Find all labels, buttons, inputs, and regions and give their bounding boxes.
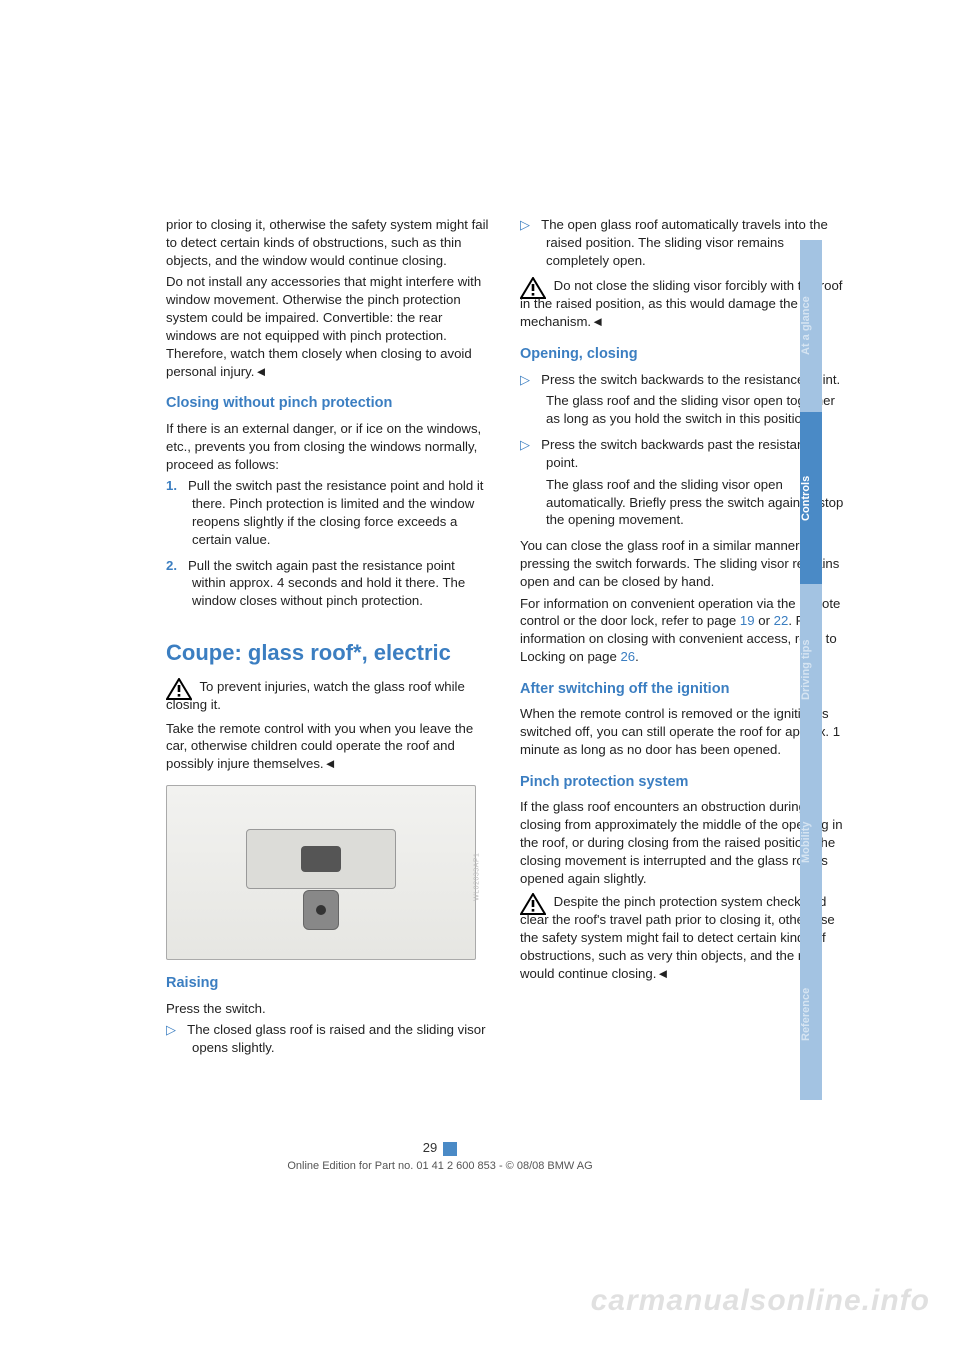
heading-pinch-protection: Pinch protection system bbox=[520, 773, 846, 793]
right-column: ▷ The open glass roof automatically trav… bbox=[520, 216, 846, 1065]
body-text: You can close the glass roof in a simila… bbox=[520, 537, 846, 590]
body-text: Despite the pinch protection system chec… bbox=[520, 894, 835, 980]
body-text: Pull the switch past the resistance poin… bbox=[188, 478, 483, 546]
photo-credit: WL02033AP1 bbox=[472, 853, 481, 901]
body-text: The closed glass roof is raised and the … bbox=[187, 1022, 485, 1055]
numbered-list: 1. Pull the switch past the resistance p… bbox=[166, 477, 492, 610]
list-item: ▷ The open glass roof automatically trav… bbox=[520, 216, 846, 269]
body-text: When the remote control is removed or th… bbox=[520, 705, 846, 758]
body-text: Take the remote control with you when yo… bbox=[166, 720, 492, 773]
side-tabs: At a glance Controls Driving tips Mobili… bbox=[800, 240, 822, 1100]
tab-mobility[interactable]: Mobility bbox=[800, 756, 822, 928]
body-text: Do not close the sliding visor forcibly … bbox=[520, 278, 842, 329]
heading-raising: Raising bbox=[166, 974, 492, 994]
heading-closing-without-pinch: Closing without pinch protection bbox=[166, 394, 492, 414]
page-number-bar-icon bbox=[443, 1142, 457, 1156]
heading-opening-closing: Opening, closing bbox=[520, 345, 846, 365]
tab-controls[interactable]: Controls bbox=[800, 412, 822, 584]
page-link[interactable]: 26 bbox=[620, 649, 635, 664]
body-text: Do not close the sliding visor forcibly … bbox=[520, 278, 842, 329]
bullet-list: ▷ The open glass roof automatically trav… bbox=[520, 216, 846, 269]
body-text: Take the remote control with you when yo… bbox=[166, 721, 473, 772]
figure-glass-roof-switch: WL02033AP1 bbox=[166, 785, 476, 960]
body-text: To prevent injuries, watch the glass roo… bbox=[166, 679, 465, 712]
warning-block: Despite the pinch protection system chec… bbox=[520, 893, 846, 982]
list-item: 1. Pull the switch past the resistance p… bbox=[166, 477, 492, 548]
body-text: For information on convenient operation … bbox=[520, 595, 846, 666]
page-link[interactable]: 19 bbox=[740, 613, 755, 628]
page-number-text: 29 bbox=[423, 1140, 437, 1155]
content-columns: prior to closing it, otherwise the safet… bbox=[166, 216, 846, 1065]
list-item: ▷ The closed glass roof is raised and th… bbox=[166, 1021, 492, 1057]
body-text: The open glass roof automatically travel… bbox=[541, 217, 828, 268]
body-text: Press the switch backwards to the resist… bbox=[541, 372, 840, 387]
page-link[interactable]: 22 bbox=[774, 613, 789, 628]
body-text: Do not install any accessories that migh… bbox=[166, 273, 492, 380]
heading-after-ignition: After switching off the ignition bbox=[520, 680, 846, 700]
bullet-list: ▷ Press the switch backwards to the resi… bbox=[520, 371, 846, 530]
left-column: prior to closing it, otherwise the safet… bbox=[166, 216, 492, 1065]
warning-block: Do not close the sliding visor forcibly … bbox=[520, 277, 846, 331]
tab-reference[interactable]: Reference bbox=[800, 928, 822, 1100]
list-item: ▷ Press the switch backwards to the resi… bbox=[520, 371, 846, 428]
bullet-list: ▷ The closed glass roof is raised and th… bbox=[166, 1021, 492, 1057]
edition-line: Online Edition for Part no. 01 41 2 600 … bbox=[0, 1160, 880, 1172]
tab-at-a-glance[interactable]: At a glance bbox=[800, 240, 822, 412]
tab-driving-tips[interactable]: Driving tips bbox=[800, 584, 822, 756]
body-text: Press the switch backwards past the resi… bbox=[541, 437, 818, 470]
body-text: or bbox=[755, 613, 774, 628]
body-text: If there is an external danger, or if ic… bbox=[166, 420, 492, 473]
body-text: . bbox=[635, 649, 639, 664]
list-item: ▷ Press the switch backwards past the re… bbox=[520, 436, 846, 529]
body-text: Press the switch. bbox=[166, 1000, 492, 1018]
page-number: 29 bbox=[0, 1140, 880, 1156]
body-text: If the glass roof encounters an obstruct… bbox=[520, 798, 846, 887]
watermark: carmanualsonline.info bbox=[591, 1284, 930, 1318]
body-text: Pull the switch again past the resistanc… bbox=[188, 558, 465, 609]
heading-coupe-glass-roof: Coupe: glass roof*, electric bbox=[166, 638, 492, 668]
body-text: Despite the pinch protection system chec… bbox=[520, 894, 835, 980]
body-text: prior to closing it, otherwise the safet… bbox=[166, 216, 492, 269]
page: prior to closing it, otherwise the safet… bbox=[0, 0, 880, 1358]
warning-block: To prevent injuries, watch the glass roo… bbox=[166, 678, 492, 714]
list-item: 2. Pull the switch again past the resist… bbox=[166, 557, 492, 610]
